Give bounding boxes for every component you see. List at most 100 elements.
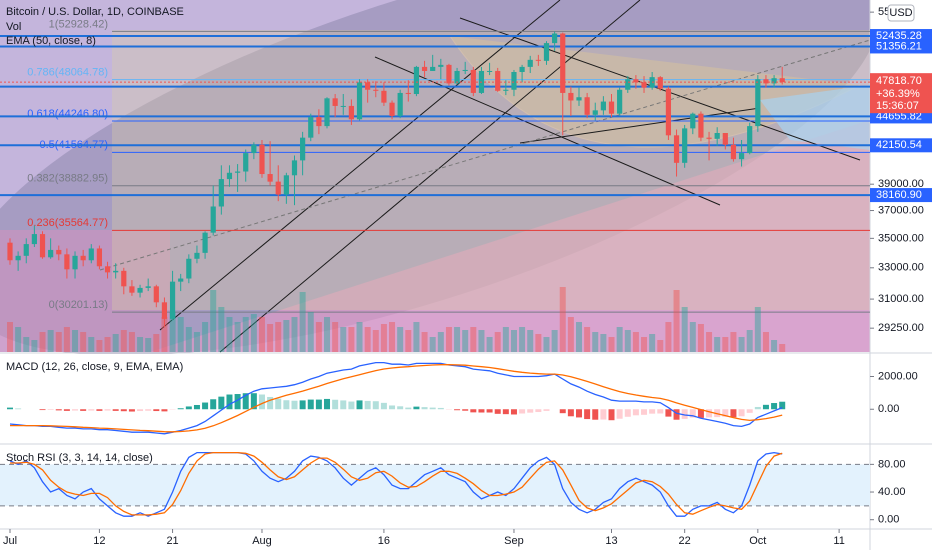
- candle-body: [405, 92, 411, 95]
- candle-body: [324, 98, 330, 127]
- candle-body: [641, 82, 647, 88]
- macd-hist-bar: [665, 409, 672, 417]
- macd-hist-bar: [657, 409, 664, 414]
- y-tick-label: 0.00: [878, 403, 899, 415]
- macd-line: [10, 364, 783, 433]
- volume-bar: [754, 307, 761, 352]
- volume-bar: [299, 292, 306, 352]
- candle-body: [202, 232, 208, 253]
- candle-body: [234, 171, 241, 173]
- volume-bar: [72, 330, 79, 352]
- pane-title: MACD (12, 26, close, 9, EMA, EMA): [6, 361, 183, 373]
- x-tick-label: Sep: [504, 535, 524, 547]
- fib-label: 1(52928.42): [49, 18, 108, 30]
- candle-body: [121, 270, 127, 287]
- candle-body: [169, 281, 176, 319]
- volume-bar: [421, 332, 428, 352]
- last-price: 47818.70: [876, 75, 922, 87]
- candle-body: [535, 59, 541, 61]
- candle-body: [348, 105, 354, 120]
- macd-hist-bar: [226, 394, 233, 410]
- volume-bar: [413, 322, 420, 352]
- macd-hist-bar: [242, 393, 249, 410]
- x-tick-label: 16: [378, 535, 390, 547]
- candle-body: [397, 92, 403, 116]
- candle-body: [617, 89, 623, 114]
- candle-body: [747, 126, 753, 154]
- macd-hist-bar: [681, 409, 688, 419]
- candle-body: [72, 255, 78, 270]
- macd-hist-bar: [592, 409, 599, 420]
- macd-hist-bar: [462, 409, 469, 411]
- candle-body: [300, 137, 306, 161]
- candle-body: [470, 69, 476, 93]
- candle-body: [161, 302, 168, 319]
- macd-hist-bar: [543, 409, 550, 411]
- macd-hist-bar: [519, 409, 526, 414]
- candle-body: [48, 249, 54, 258]
- candle-body: [714, 133, 720, 139]
- shape: [150, 120, 870, 352]
- volume-bar: [665, 322, 672, 352]
- macd-hist-bar: [413, 406, 420, 410]
- macd-hist-bar: [275, 398, 282, 410]
- macd-hist-bar: [137, 409, 144, 412]
- x-tick-label: Oct: [749, 535, 766, 547]
- macd-hist-bar: [258, 394, 265, 410]
- chart-title: Bitcoin / U.S. Dollar, 1D, COINBASE: [6, 6, 184, 18]
- volume-bar: [258, 317, 265, 352]
- macd-hist-bar: [372, 401, 379, 410]
- candle-body: [511, 71, 517, 90]
- macd-hist-bar: [600, 409, 607, 420]
- macd-hist-bar: [39, 409, 46, 411]
- volume-bar: [128, 332, 135, 352]
- macd-hist-bar: [128, 409, 135, 412]
- macd-hist-bar: [161, 409, 168, 412]
- candle-body: [446, 64, 452, 84]
- macd-hist-bar: [510, 409, 517, 415]
- candle-body: [259, 144, 265, 175]
- volume-bar: [559, 287, 566, 352]
- macd-hist-bar: [584, 409, 591, 420]
- macd-hist-bar: [706, 409, 713, 418]
- volume-bar: [445, 327, 452, 352]
- macd-hist-bar: [437, 407, 444, 410]
- macd-hist-bar: [299, 400, 306, 410]
- candle-body: [56, 249, 62, 255]
- volume-bar: [372, 330, 379, 352]
- last-price-badge: [870, 73, 932, 114]
- volume-bar: [226, 317, 233, 352]
- macd-hist-bar: [746, 409, 753, 413]
- price-badge: [870, 39, 932, 54]
- candle-body: [80, 255, 86, 261]
- volume-bar: [567, 317, 574, 352]
- volume-bar: [478, 330, 485, 352]
- x-tick-label: 12: [93, 535, 105, 547]
- candle-body: [413, 66, 420, 95]
- currency-badge: [887, 4, 915, 22]
- macd-hist-bar: [250, 393, 257, 410]
- volume-bar: [23, 337, 30, 352]
- macd-hist-bar: [616, 409, 623, 419]
- macd-hist-bar: [608, 409, 615, 421]
- x-tick-label: Jul: [3, 535, 17, 547]
- volume-bar: [470, 327, 477, 352]
- volume-bar: [250, 314, 257, 352]
- volume-label: Vol: [6, 21, 21, 33]
- macd-hist-bar: [754, 406, 761, 410]
- ema-label: EMA (50, close, 8): [6, 35, 96, 47]
- macd-hist-bar: [389, 405, 396, 410]
- volume-bar: [535, 334, 542, 352]
- candle-body: [543, 43, 550, 61]
- candle-body: [486, 70, 493, 72]
- candle-body: [251, 144, 257, 154]
- candle-body: [430, 66, 436, 71]
- candle-body: [365, 82, 371, 90]
- macd-hist-bar: [454, 409, 461, 411]
- volume-bar: [145, 338, 152, 352]
- volume-bar: [291, 317, 298, 352]
- candle-body: [308, 117, 314, 138]
- candle-body: [31, 234, 37, 245]
- x-tick-label: Aug: [252, 535, 272, 547]
- volume-bar: [96, 340, 103, 352]
